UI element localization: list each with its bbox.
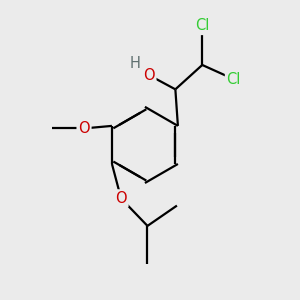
Text: Cl: Cl — [226, 72, 241, 87]
Text: Cl: Cl — [195, 18, 209, 33]
Text: H: H — [129, 56, 140, 71]
Text: O: O — [78, 121, 90, 136]
Text: O: O — [115, 191, 127, 206]
Text: O: O — [143, 68, 155, 82]
